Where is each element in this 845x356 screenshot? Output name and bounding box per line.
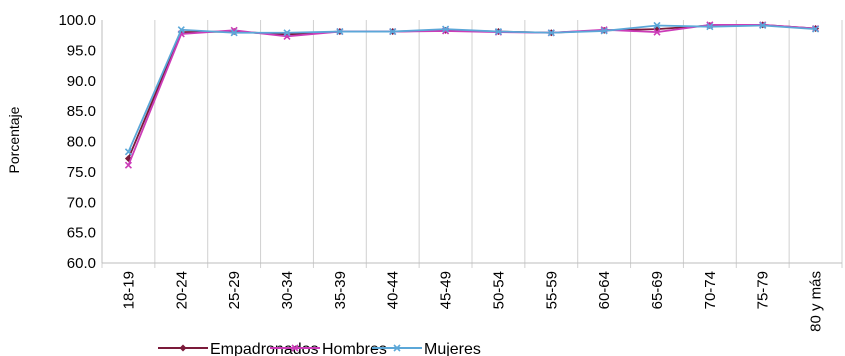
legend-marker <box>179 344 187 352</box>
x-tick-label: 18-19 <box>120 271 137 309</box>
legend-item-empadronados: Empadronados <box>158 341 319 356</box>
y-axis-title: Porcentaje <box>6 106 22 173</box>
legend: Empadronados Hombres Mujeres <box>158 341 481 356</box>
data-point <box>494 27 502 36</box>
x-tick-label: 45-49 <box>438 271 455 309</box>
series-layer <box>124 21 820 169</box>
y-tick-label: 90.0 <box>67 73 96 90</box>
x-tick-label: 20-24 <box>173 271 190 309</box>
y-tick-label: 85.0 <box>67 103 96 120</box>
y-tick-label: 60.0 <box>67 255 96 272</box>
data-point <box>230 29 238 37</box>
data-point <box>442 25 450 33</box>
data-point <box>759 21 767 30</box>
x-tick-label: 25-29 <box>226 271 243 309</box>
y-tick-label: 70.0 <box>67 194 96 211</box>
legend-label: Mujeres <box>424 341 481 356</box>
x-tick-label: 35-39 <box>332 271 349 309</box>
legend-label: Empadronados <box>210 341 319 356</box>
x-tick-labels: 18-19 20-24 25-29 30-34 35-39 40-44 45-49 50-54… <box>120 271 824 332</box>
x-tick-label: 50-54 <box>490 271 507 309</box>
data-point <box>600 27 608 35</box>
x-tick-label: 60-64 <box>596 271 613 309</box>
y-tick-label: 65.0 <box>67 225 96 242</box>
series-line <box>127 24 816 153</box>
x-tick-label: 40-44 <box>385 271 402 309</box>
data-point <box>336 27 344 36</box>
x-tick-label: 80 y más <box>808 271 825 332</box>
data-point <box>389 27 397 36</box>
legend-marker <box>291 344 299 352</box>
data-point <box>547 29 555 37</box>
axis-layer <box>101 20 842 264</box>
legend-label: Hombres <box>322 341 387 356</box>
data-point <box>230 28 238 36</box>
legend-item-mujeres: Mujeres <box>372 341 481 356</box>
series-mujeres <box>124 21 820 156</box>
y-tick-label: 100.0 <box>58 12 96 29</box>
data-point <box>653 28 661 36</box>
data-point <box>124 161 132 169</box>
data-point <box>124 148 132 156</box>
legend-item-hombres: Hombres <box>270 341 387 356</box>
data-point <box>706 23 714 31</box>
grid-layer <box>101 20 843 268</box>
y-tick-label: 80.0 <box>67 134 96 151</box>
x-tick-label: 65-69 <box>649 271 666 309</box>
y-tick-label: 75.0 <box>67 164 96 181</box>
data-point <box>283 29 291 37</box>
x-tick-label: 75-79 <box>755 271 772 309</box>
y-tick-labels: 60.0 65.0 70.0 75.0 80.0 85.0 90.0 95.0 100.0 <box>58 12 96 272</box>
data-point <box>812 25 820 33</box>
x-tick-label: 55-59 <box>543 271 560 309</box>
y-tick-label: 95.0 <box>67 42 96 59</box>
data-point <box>653 21 661 30</box>
x-tick-label: 30-34 <box>279 271 296 309</box>
legend-marker <box>393 344 401 352</box>
x-tick-label: 70-74 <box>702 271 719 309</box>
data-point <box>177 26 185 34</box>
